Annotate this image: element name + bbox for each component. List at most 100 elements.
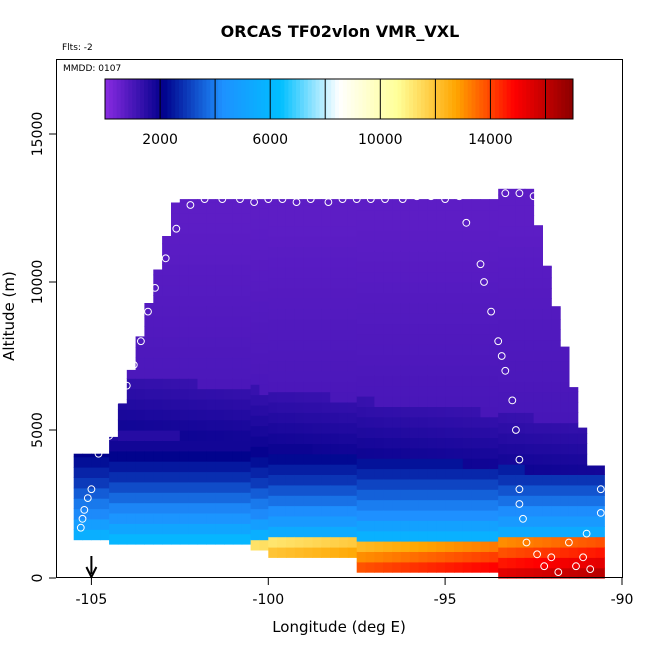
curtain-cell	[144, 502, 154, 514]
curtain-cell	[339, 308, 349, 320]
curtain-cell	[215, 316, 225, 327]
curtain-cell	[206, 398, 216, 410]
curtain-cell	[418, 323, 428, 335]
curtain-cell	[436, 385, 446, 397]
curtain-cell	[374, 520, 384, 532]
curtain-cell	[179, 512, 190, 524]
curtain-cell	[206, 523, 216, 535]
curtain-cell	[117, 533, 128, 545]
curtain-cell	[215, 378, 225, 390]
curtain-cell	[179, 264, 190, 276]
curtain-cell	[73, 453, 84, 458]
curtain-cell	[250, 363, 260, 375]
curtain-cell	[224, 523, 234, 535]
curtain-cell	[436, 447, 446, 459]
curtain-cell	[224, 316, 234, 327]
curtain-cell	[515, 422, 526, 434]
curtain-cell	[515, 526, 526, 538]
curtain-cell	[418, 406, 428, 418]
curtain-cell	[445, 333, 455, 345]
curtain-cell	[480, 385, 490, 397]
curtain-cell	[542, 474, 552, 486]
curtain-cell	[224, 295, 234, 307]
curtain-cell	[232, 274, 243, 286]
curtain-cell	[294, 350, 305, 362]
curtain-cell	[489, 261, 499, 273]
curtain-cell	[454, 313, 464, 325]
colorbar-segment	[381, 79, 387, 119]
curtain-cell	[135, 492, 145, 504]
curtain-cell	[568, 387, 579, 393]
colorbar-segment	[483, 79, 488, 119]
curtain-cell	[162, 523, 172, 535]
curtain-cell	[356, 333, 367, 345]
curtain-cell	[568, 453, 579, 465]
curtain-cell	[551, 526, 561, 538]
curtain-cell	[462, 561, 473, 573]
curtain-cell	[135, 523, 145, 535]
curtain-cell	[489, 333, 499, 345]
curtain-cell	[197, 202, 207, 214]
curtain-cell	[392, 551, 402, 563]
curtain-cell	[418, 282, 428, 293]
curtain-cell	[339, 329, 349, 341]
curtain-cell	[294, 484, 305, 496]
curtain-cell	[277, 443, 287, 455]
curtain-cell	[294, 298, 305, 310]
curtain-cell	[347, 350, 358, 362]
curtain-cell	[454, 261, 464, 273]
curtain-cell	[462, 478, 473, 490]
curtain-cell	[462, 437, 473, 449]
curtain-cell	[171, 388, 181, 400]
curtain-cell	[524, 505, 535, 517]
curtain-cell	[179, 533, 190, 545]
curtain-cell	[418, 458, 428, 470]
curtain-cell	[339, 319, 349, 330]
curtain-cell	[374, 271, 384, 283]
curtain-cell	[445, 541, 455, 552]
curtain-cell	[418, 250, 428, 262]
curtain-cell	[551, 557, 561, 569]
curtain-cell	[533, 515, 543, 527]
curtain-cell	[285, 370, 296, 382]
colorbar-segment	[557, 79, 562, 119]
colorbar-segment	[389, 79, 395, 119]
curtain-cell	[445, 551, 455, 563]
colorbar-segment	[456, 79, 461, 119]
curtain-cell	[126, 471, 137, 483]
x-tick-label: -100	[252, 592, 284, 608]
curtain-cell	[73, 498, 84, 510]
curtain-cell	[135, 533, 145, 545]
curtain-cell	[489, 282, 499, 293]
track-point	[579, 337, 587, 346]
curtain-cell	[321, 464, 331, 475]
curtain-cell	[294, 526, 305, 538]
curtain-cell	[339, 401, 349, 413]
curtain-cell	[197, 316, 207, 327]
curtain-cell	[197, 450, 207, 462]
curtain-cell	[285, 391, 296, 403]
curtain-cell	[144, 378, 154, 390]
colorbar-segment	[522, 79, 527, 119]
curtain-cell	[188, 212, 199, 224]
curtain-cell	[179, 502, 190, 514]
curtain-cell	[507, 381, 517, 393]
curtain-cell	[471, 530, 482, 542]
curtain-cell	[303, 360, 313, 372]
curtain-cell	[91, 518, 101, 530]
curtain-cell	[418, 447, 428, 459]
curtain-cell	[153, 430, 163, 441]
curtain-cell	[277, 536, 287, 548]
curtain-cell	[259, 487, 269, 499]
curtain-cell	[285, 536, 296, 548]
curtain-cell	[374, 437, 384, 449]
curtain-cell	[117, 471, 128, 483]
curtain-cell	[507, 298, 517, 310]
curtain-cell	[294, 287, 305, 299]
curtain-cell	[153, 326, 163, 338]
curtain-cell	[232, 326, 243, 338]
curtain-cell	[383, 282, 393, 293]
curtain-cell	[462, 209, 473, 221]
curtain-cell	[524, 484, 535, 496]
curtain-cell	[268, 484, 278, 496]
